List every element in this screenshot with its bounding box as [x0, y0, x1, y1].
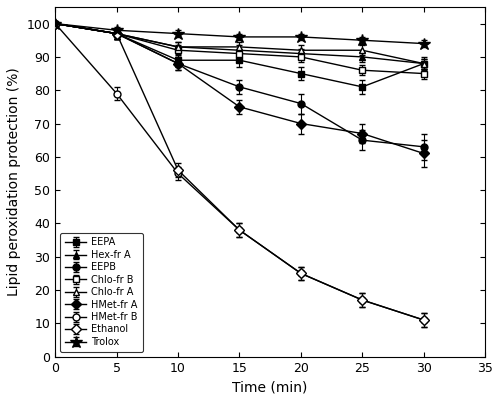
- X-axis label: Time (min): Time (min): [232, 380, 308, 394]
- Legend: EEPA, Hex-fr A, EEPB, Chlo-fr B, Chlo-fr A, HMet-fr A, HMet-fr B, Ethanol, Trolo: EEPA, Hex-fr A, EEPB, Chlo-fr B, Chlo-fr…: [60, 233, 142, 352]
- Y-axis label: Lipid peroxidation protection (%): Lipid peroxidation protection (%): [7, 67, 21, 296]
